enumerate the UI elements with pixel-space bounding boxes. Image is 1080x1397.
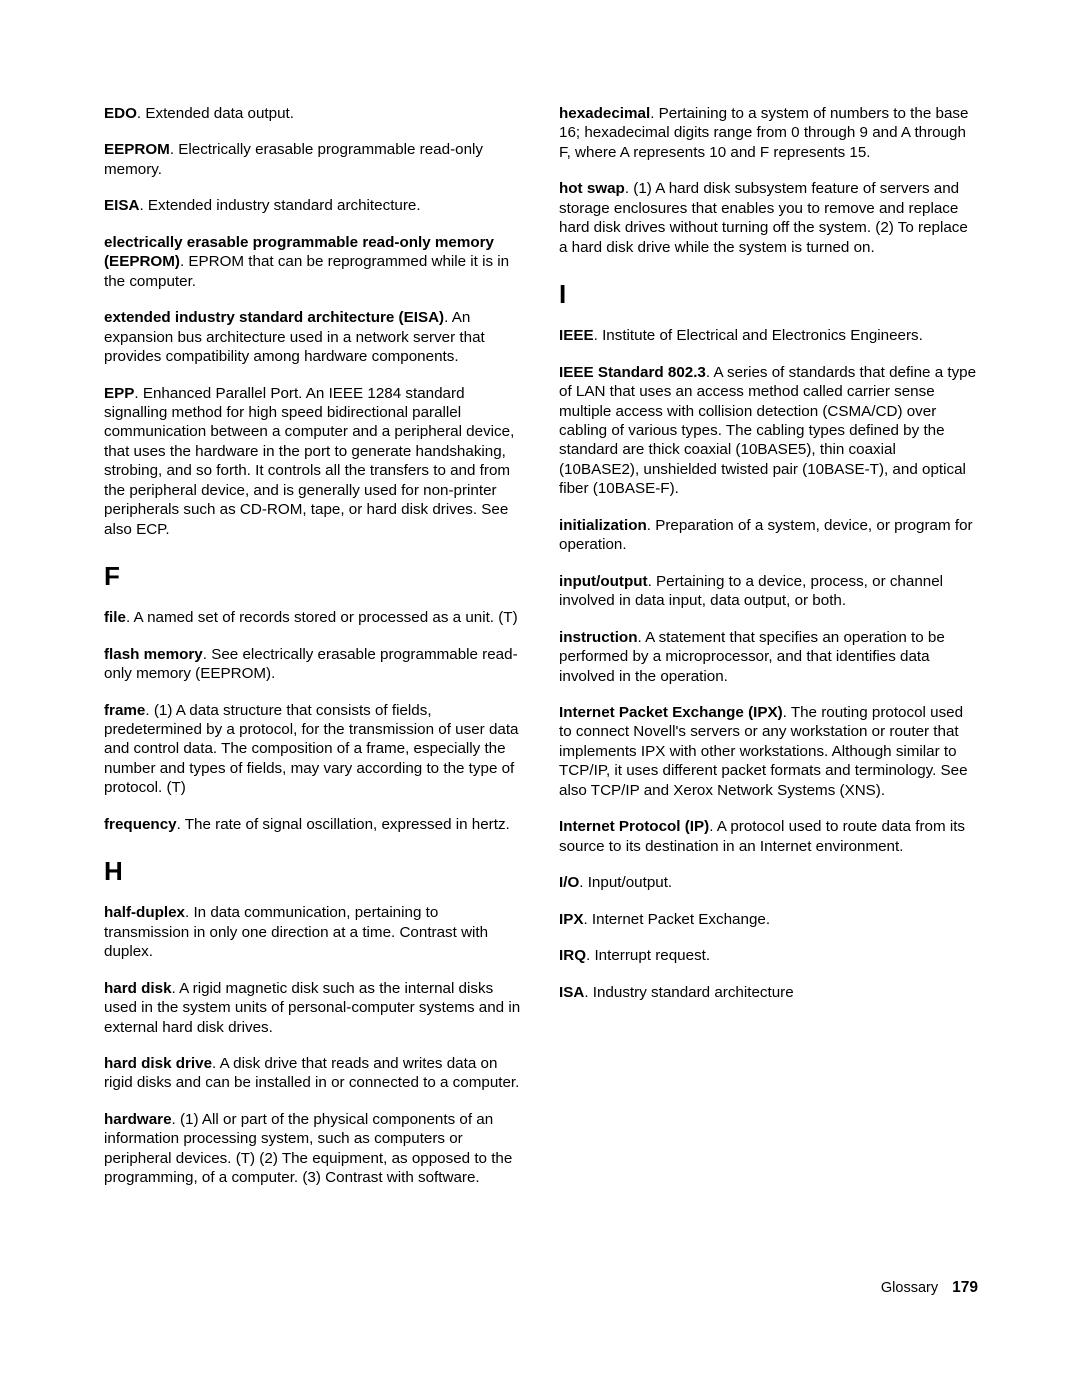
term: hardware [104,1111,172,1128]
glossary-entry: frame. (1) A data structure that consist… [104,701,523,798]
definition: . The rate of signal oscillation, expres… [177,816,510,833]
glossary-entry: hardware. (1) All or part of the physica… [104,1110,523,1188]
term: file [104,609,126,626]
term: extended industry standard architecture … [104,309,444,326]
section-heading-i: I [559,279,978,310]
glossary-entry: IEEE Standard 802.3. A series of standar… [559,363,978,499]
glossary-entry: Internet Packet Exchange (IPX). The rout… [559,703,978,800]
section-heading-f: F [104,561,523,592]
glossary-entry: electrically erasable programmable read-… [104,233,523,291]
page-number: 179 [952,1279,978,1296]
glossary-entry: Internet Protocol (IP). A protocol used … [559,817,978,856]
term: hard disk [104,980,172,997]
term: instruction [559,629,637,646]
definition: . Enhanced Parallel Port. An IEEE 1284 s… [104,385,514,538]
glossary-entry: extended industry standard architecture … [104,308,523,366]
definition: . Input/output. [579,874,672,891]
glossary-entry: initialization. Preparation of a system,… [559,516,978,555]
glossary-entry: ISA. Industry standard architecture [559,983,978,1002]
term: I/O [559,874,579,891]
glossary-entry: instruction. A statement that specifies … [559,628,978,686]
term: half-duplex [104,904,185,921]
term: EEPROM [104,141,170,158]
glossary-entry: EPP. Enhanced Parallel Port. An IEEE 128… [104,384,523,540]
page-footer: Glossary 179 [881,1279,978,1297]
definition: . Industry standard architecture [584,984,793,1001]
term: EISA [104,197,139,214]
term: flash memory [104,646,203,663]
glossary-entry: hard disk drive. A disk drive that reads… [104,1054,523,1093]
glossary-entry: IRQ. Interrupt request. [559,946,978,965]
glossary-entry: hexadecimal. Pertaining to a system of n… [559,104,978,162]
glossary-entry: I/O. Input/output. [559,873,978,892]
glossary-page: EDO. Extended data output. EEPROM. Elect… [0,0,1080,1397]
term: IPX [559,911,583,928]
definition: . Interrupt request. [586,947,710,964]
term: initialization [559,517,647,534]
section-heading-h: H [104,856,523,887]
term: IEEE Standard 802.3 [559,364,706,381]
glossary-entry: EEPROM. Electrically erasable programmab… [104,140,523,179]
definition: . (1) A data structure that consists of … [104,702,519,797]
term: hot swap [559,180,625,197]
glossary-entry: EISA. Extended industry standard archite… [104,196,523,215]
term: IRQ [559,947,586,964]
definition: . Extended industry standard architectur… [139,197,420,214]
term: frequency [104,816,177,833]
glossary-entry: flash memory. See electrically erasable … [104,645,523,684]
term: hexadecimal [559,105,650,122]
glossary-entry: frequency. The rate of signal oscillatio… [104,815,523,834]
term: hard disk drive [104,1055,212,1072]
term: EPP [104,385,134,402]
definition: . Extended data output. [137,105,294,122]
term: input/output [559,573,648,590]
term: Internet Protocol (IP) [559,818,709,835]
glossary-entry: EDO. Extended data output. [104,104,523,123]
definition: . A series of standards that define a ty… [559,364,976,498]
term: EDO [104,105,137,122]
glossary-entry: hard disk. A rigid magnetic disk such as… [104,979,523,1037]
definition: . A named set of records stored or proce… [126,609,518,626]
glossary-entry: input/output. Pertaining to a device, pr… [559,572,978,611]
columns: EDO. Extended data output. EEPROM. Elect… [104,104,978,1244]
glossary-entry: file. A named set of records stored or p… [104,608,523,627]
term: ISA [559,984,584,1001]
glossary-entry: IPX. Internet Packet Exchange. [559,910,978,929]
glossary-entry: half-duplex. In data communication, pert… [104,903,523,961]
term: Internet Packet Exchange (IPX) [559,704,783,721]
definition: . Institute of Electrical and Electronic… [594,327,923,344]
term: frame [104,702,145,719]
term: IEEE [559,327,594,344]
glossary-entry: hot swap. (1) A hard disk subsystem feat… [559,179,978,257]
glossary-entry: IEEE. Institute of Electrical and Electr… [559,326,978,345]
definition: . Internet Packet Exchange. [583,911,770,928]
footer-label: Glossary [881,1280,938,1296]
